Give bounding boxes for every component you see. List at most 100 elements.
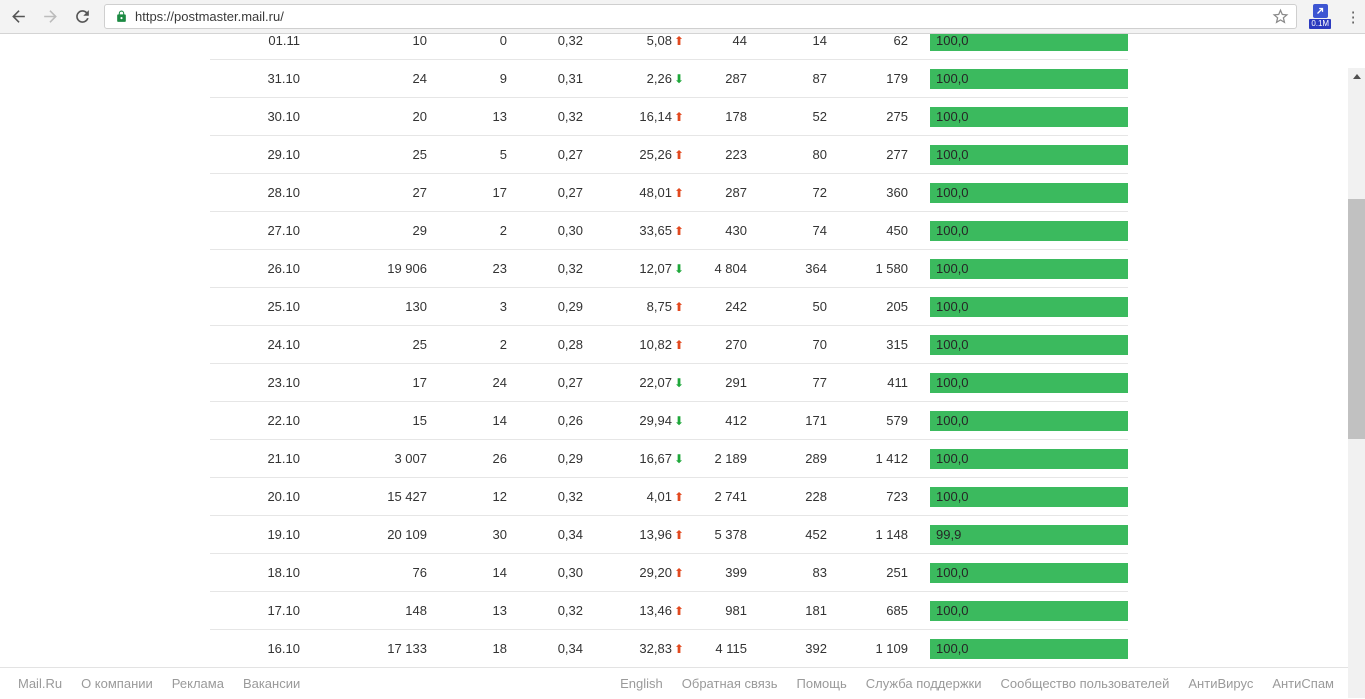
footer-link[interactable]: Вакансии bbox=[242, 675, 301, 691]
delta-value: 48,01 bbox=[639, 185, 672, 200]
delta-cell: 13,96 ⬆ bbox=[583, 527, 684, 542]
rate-bar: 99,9 bbox=[930, 524, 1128, 545]
value-cell-3: 0,27 bbox=[557, 147, 583, 162]
value-cell-2: 9 bbox=[499, 71, 507, 86]
footer-link[interactable]: Помощь bbox=[796, 675, 847, 691]
value-cell-4: 287 bbox=[725, 185, 747, 200]
vertical-scrollbar[interactable] bbox=[1348, 68, 1365, 698]
url-text[interactable]: https://postmaster.mail.ru/ bbox=[135, 9, 284, 24]
value-cell-4: 2 741 bbox=[714, 489, 747, 504]
value-cell-2: 24 bbox=[492, 375, 507, 390]
browser-menu-button[interactable]: ⋮ bbox=[1345, 8, 1361, 26]
footer-link[interactable]: О компании bbox=[81, 675, 153, 691]
reload-button[interactable] bbox=[68, 3, 96, 31]
value-cell-6: 315 bbox=[886, 337, 908, 352]
scrollbar-up-button[interactable] bbox=[1348, 68, 1365, 84]
rate-bar-cell: 100,0 bbox=[908, 486, 1128, 507]
value-cell-6: 1 109 bbox=[875, 641, 908, 656]
value-cell-6: 1 412 bbox=[875, 451, 908, 466]
rate-bar: 100,0 bbox=[930, 448, 1128, 469]
delta-value: 33,65 bbox=[639, 223, 672, 238]
footer-link[interactable]: Обратная связь bbox=[681, 675, 778, 691]
value-cell-3: 0,30 bbox=[557, 223, 583, 238]
footer: Mail.Ru О компании Реклама Вакансии English… bbox=[0, 667, 1348, 698]
forward-button[interactable] bbox=[36, 3, 64, 31]
date-cell: 16.10 bbox=[267, 641, 300, 656]
value-cell-4: 291 bbox=[725, 375, 747, 390]
delta-cell: 10,82 ⬆ bbox=[583, 337, 684, 352]
table-row: 01.11 10 0 0,32 5,08 ⬆ 44 14 62 100,0 bbox=[210, 34, 1128, 60]
footer-link[interactable]: Реклама bbox=[171, 675, 224, 691]
table-row: 22.10 15 14 0,26 29,94 ⬇ 412 171 579 100… bbox=[210, 402, 1128, 440]
footer-link[interactable]: Сообщество пользователей bbox=[1000, 675, 1170, 691]
value-cell-1: 76 bbox=[412, 565, 427, 580]
rate-value: 100,0 bbox=[936, 451, 969, 466]
value-cell-3: 0,28 bbox=[557, 337, 583, 352]
value-cell-6: 579 bbox=[886, 413, 908, 428]
value-cell-1: 15 427 bbox=[387, 489, 427, 504]
value-cell-3: 0,29 bbox=[557, 451, 583, 466]
delta-cell: 29,20 ⬆ bbox=[583, 565, 684, 580]
table-row: 16.10 17 133 18 0,34 32,83 ⬆ 4 115 392 1… bbox=[210, 630, 1128, 668]
date-cell: 23.10 bbox=[267, 375, 300, 390]
address-bar[interactable]: https://postmaster.mail.ru/ bbox=[104, 4, 1298, 29]
value-cell-4: 223 bbox=[725, 147, 747, 162]
footer-link[interactable]: АнтиСпам bbox=[1272, 675, 1334, 691]
value-cell-4: 412 bbox=[725, 413, 747, 428]
footer-link[interactable]: English bbox=[620, 675, 663, 691]
table-row: 21.10 3 007 26 0,29 16,67 ⬇ 2 189 289 1 … bbox=[210, 440, 1128, 478]
value-cell-2: 26 bbox=[492, 451, 507, 466]
trend-arrow-icon: ⬆ bbox=[673, 489, 684, 504]
value-cell-5: 50 bbox=[812, 299, 827, 314]
rate-bar: 100,0 bbox=[930, 258, 1128, 279]
value-cell-5: 289 bbox=[805, 451, 827, 466]
back-button[interactable] bbox=[4, 3, 32, 31]
value-cell-3: 0,27 bbox=[557, 375, 583, 390]
value-cell-2: 17 bbox=[492, 185, 507, 200]
scrollbar-thumb[interactable] bbox=[1348, 199, 1365, 439]
value-cell-5: 52 bbox=[812, 109, 827, 124]
value-cell-1: 24 bbox=[412, 71, 427, 86]
rate-bar: 100,0 bbox=[930, 34, 1128, 51]
extension-button[interactable]: 0.1M bbox=[1307, 4, 1333, 29]
table-row: 24.10 25 2 0,28 10,82 ⬆ 270 70 315 100,0 bbox=[210, 326, 1128, 364]
value-cell-3: 0,32 bbox=[557, 261, 583, 276]
footer-link[interactable]: АнтиВирус bbox=[1188, 675, 1254, 691]
value-cell-1: 10 bbox=[412, 34, 427, 48]
value-cell-4: 270 bbox=[725, 337, 747, 352]
value-cell-1: 20 109 bbox=[387, 527, 427, 542]
value-cell-6: 179 bbox=[886, 71, 908, 86]
value-cell-4: 5 378 bbox=[714, 527, 747, 542]
value-cell-6: 450 bbox=[886, 223, 908, 238]
date-cell: 19.10 bbox=[267, 527, 300, 542]
delta-cell: 16,14 ⬆ bbox=[583, 109, 684, 124]
date-cell: 21.10 bbox=[267, 451, 300, 466]
trend-arrow-icon: ⬆ bbox=[673, 109, 684, 124]
value-cell-1: 130 bbox=[405, 299, 427, 314]
value-cell-1: 17 bbox=[412, 375, 427, 390]
value-cell-3: 0,27 bbox=[557, 185, 583, 200]
rate-bar-cell: 100,0 bbox=[908, 220, 1128, 241]
value-cell-5: 80 bbox=[812, 147, 827, 162]
delta-value: 10,82 bbox=[639, 337, 672, 352]
value-cell-4: 4 804 bbox=[714, 261, 747, 276]
date-cell: 27.10 bbox=[267, 223, 300, 238]
trend-arrow-icon: ⬇ bbox=[673, 451, 684, 466]
delta-value: 16,67 bbox=[639, 451, 672, 466]
bookmark-star-icon[interactable] bbox=[1271, 7, 1290, 26]
table-row: 30.10 20 13 0,32 16,14 ⬆ 178 52 275 100,… bbox=[210, 98, 1128, 136]
date-cell: 01.11 bbox=[268, 34, 300, 48]
value-cell-6: 275 bbox=[886, 109, 908, 124]
footer-link[interactable]: Служба поддержки bbox=[865, 675, 982, 691]
date-cell: 20.10 bbox=[267, 489, 300, 504]
table-row: 26.10 19 906 23 0,32 12,07 ⬇ 4 804 364 1… bbox=[210, 250, 1128, 288]
value-cell-5: 392 bbox=[805, 641, 827, 656]
footer-link[interactable]: Mail.Ru bbox=[18, 675, 63, 691]
rate-bar-cell: 100,0 bbox=[908, 410, 1128, 431]
delta-value: 32,83 bbox=[639, 641, 672, 656]
rate-bar: 100,0 bbox=[930, 486, 1128, 507]
trend-arrow-icon: ⬆ bbox=[673, 527, 684, 542]
value-cell-1: 29 bbox=[412, 223, 427, 238]
rate-bar-cell: 100,0 bbox=[908, 372, 1128, 393]
value-cell-3: 0,34 bbox=[557, 641, 583, 656]
